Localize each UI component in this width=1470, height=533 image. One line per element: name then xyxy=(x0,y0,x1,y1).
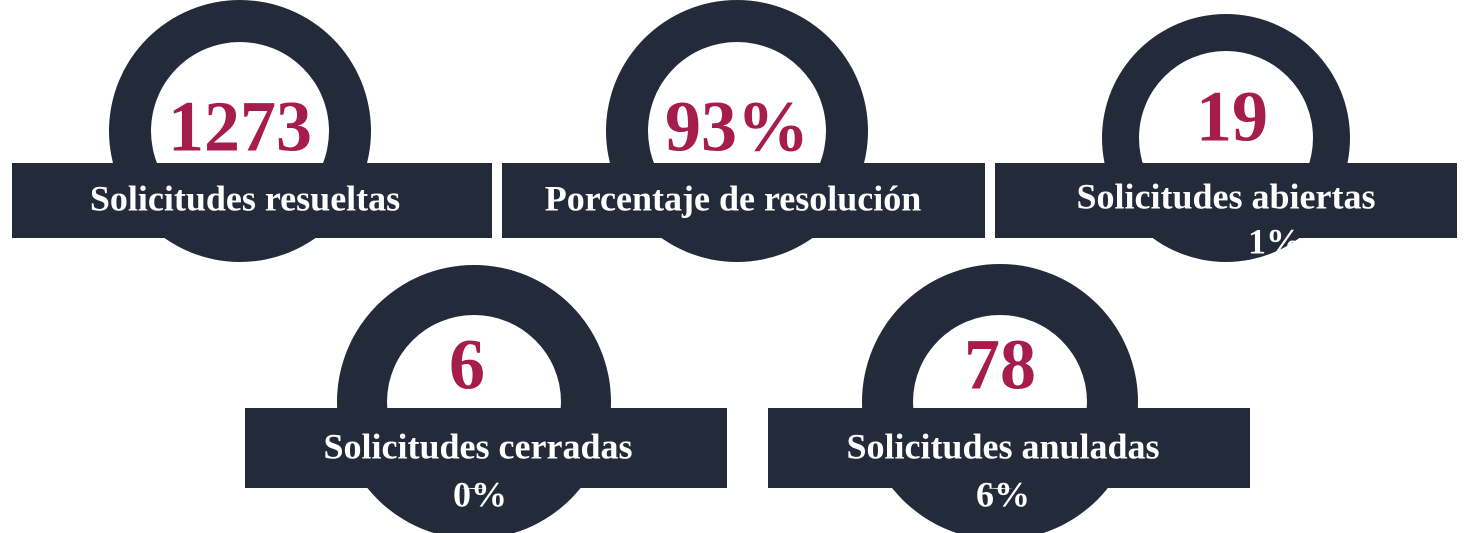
label-band xyxy=(768,408,1250,488)
kpi-value: 19 xyxy=(1196,77,1268,157)
kpi-card: 78 Solicitudes anuladas 6% xyxy=(768,264,1250,533)
kpi-label: Solicitudes resueltas xyxy=(90,178,400,218)
kpi-card: 93% Porcentaje de resolución xyxy=(502,0,985,262)
label-band xyxy=(12,163,492,238)
label-band xyxy=(245,408,727,488)
kpi-value: 93% xyxy=(665,87,809,167)
label-band xyxy=(995,163,1457,238)
kpi-share: 6% xyxy=(976,474,1030,514)
kpi-label: Solicitudes abiertas xyxy=(1076,176,1375,216)
kpi-value: 6 xyxy=(449,325,485,405)
kpi-share: 1% xyxy=(1248,221,1302,261)
kpi-card: 19 Solicitudes abiertas 1% xyxy=(995,14,1457,262)
kpi-label: Porcentaje de resolución xyxy=(545,178,922,218)
label-band xyxy=(502,163,985,238)
kpi-card: 1273 Solicitudes resueltas xyxy=(12,0,492,262)
kpi-value: 1273 xyxy=(168,87,312,167)
kpi-label: Solicitudes anuladas xyxy=(846,426,1159,466)
kpi-value: 78 xyxy=(964,325,1036,405)
kpi-label: Solicitudes cerradas xyxy=(324,426,633,466)
kpi-card: 6 Solicitudes cerradas 0% xyxy=(245,265,727,533)
kpi-share: 0% xyxy=(453,474,507,514)
